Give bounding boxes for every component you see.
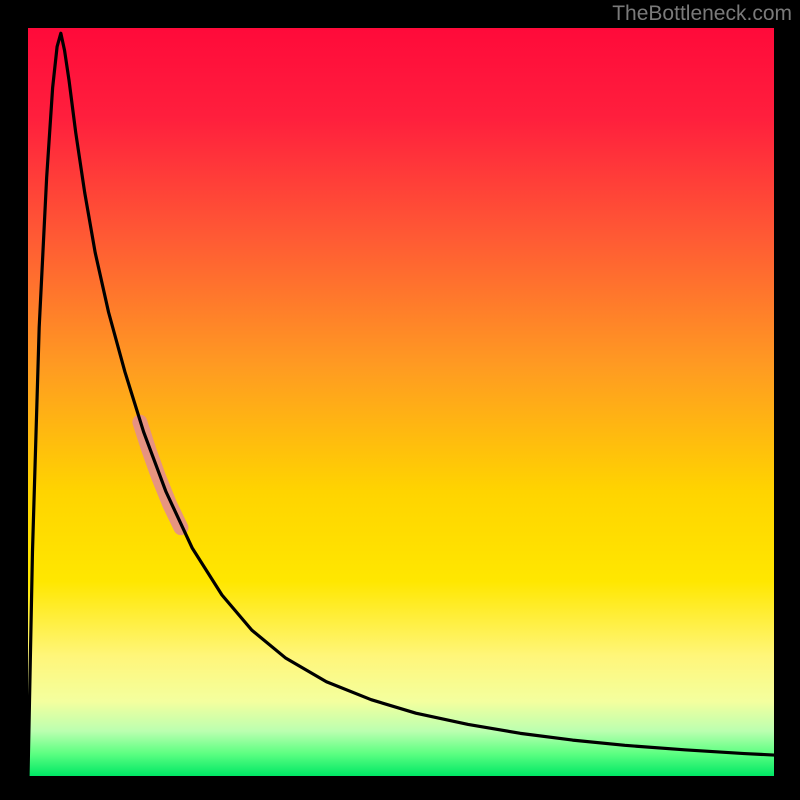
plot-area [28, 28, 774, 776]
plot-frame [28, 28, 774, 776]
curve-line [28, 28, 774, 776]
chart-root: TheBottleneck.com [0, 0, 800, 800]
watermark-text: TheBottleneck.com [612, 2, 792, 26]
